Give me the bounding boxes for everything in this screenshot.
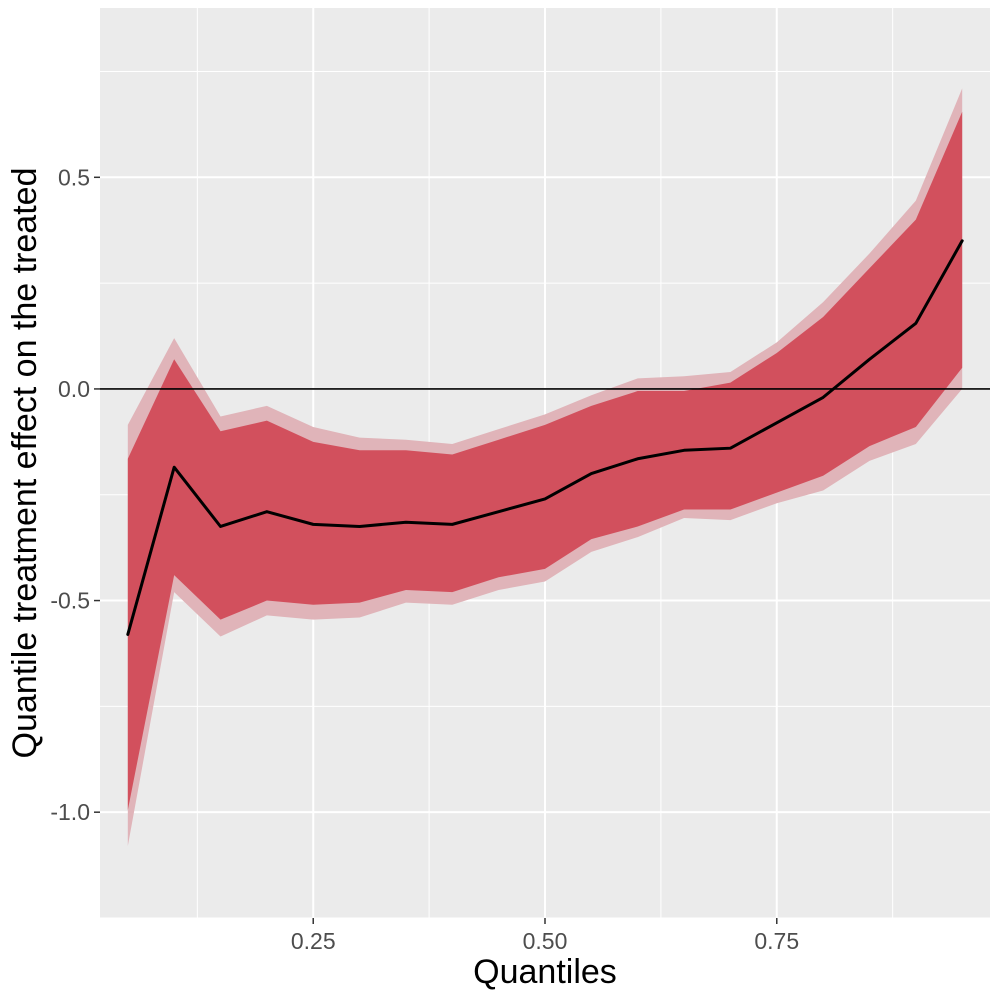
x-axis-ticks: 0.25 0.50 0.75 <box>291 918 799 954</box>
y-tick-label: 0.0 <box>58 376 90 402</box>
series-lines <box>126 239 964 636</box>
x-tick-label: 0.75 <box>754 928 799 954</box>
x-axis-title: Quantiles <box>473 953 617 991</box>
qtt-estimate-line <box>126 239 964 636</box>
inner-confidence-band <box>127 111 963 811</box>
y-tick-label: -0.5 <box>50 588 90 614</box>
y-tick-label: 0.5 <box>58 164 90 190</box>
x-tick-label: 0.25 <box>291 928 336 954</box>
y-axis-title: Quantile treatment effect on the treated <box>6 168 44 759</box>
x-tick-label: 0.50 <box>523 928 568 954</box>
y-tick-label: -1.0 <box>50 799 90 825</box>
y-axis-ticks: -1.0 -0.5 0.0 0.5 <box>50 164 100 825</box>
confidence-bands <box>127 88 963 847</box>
